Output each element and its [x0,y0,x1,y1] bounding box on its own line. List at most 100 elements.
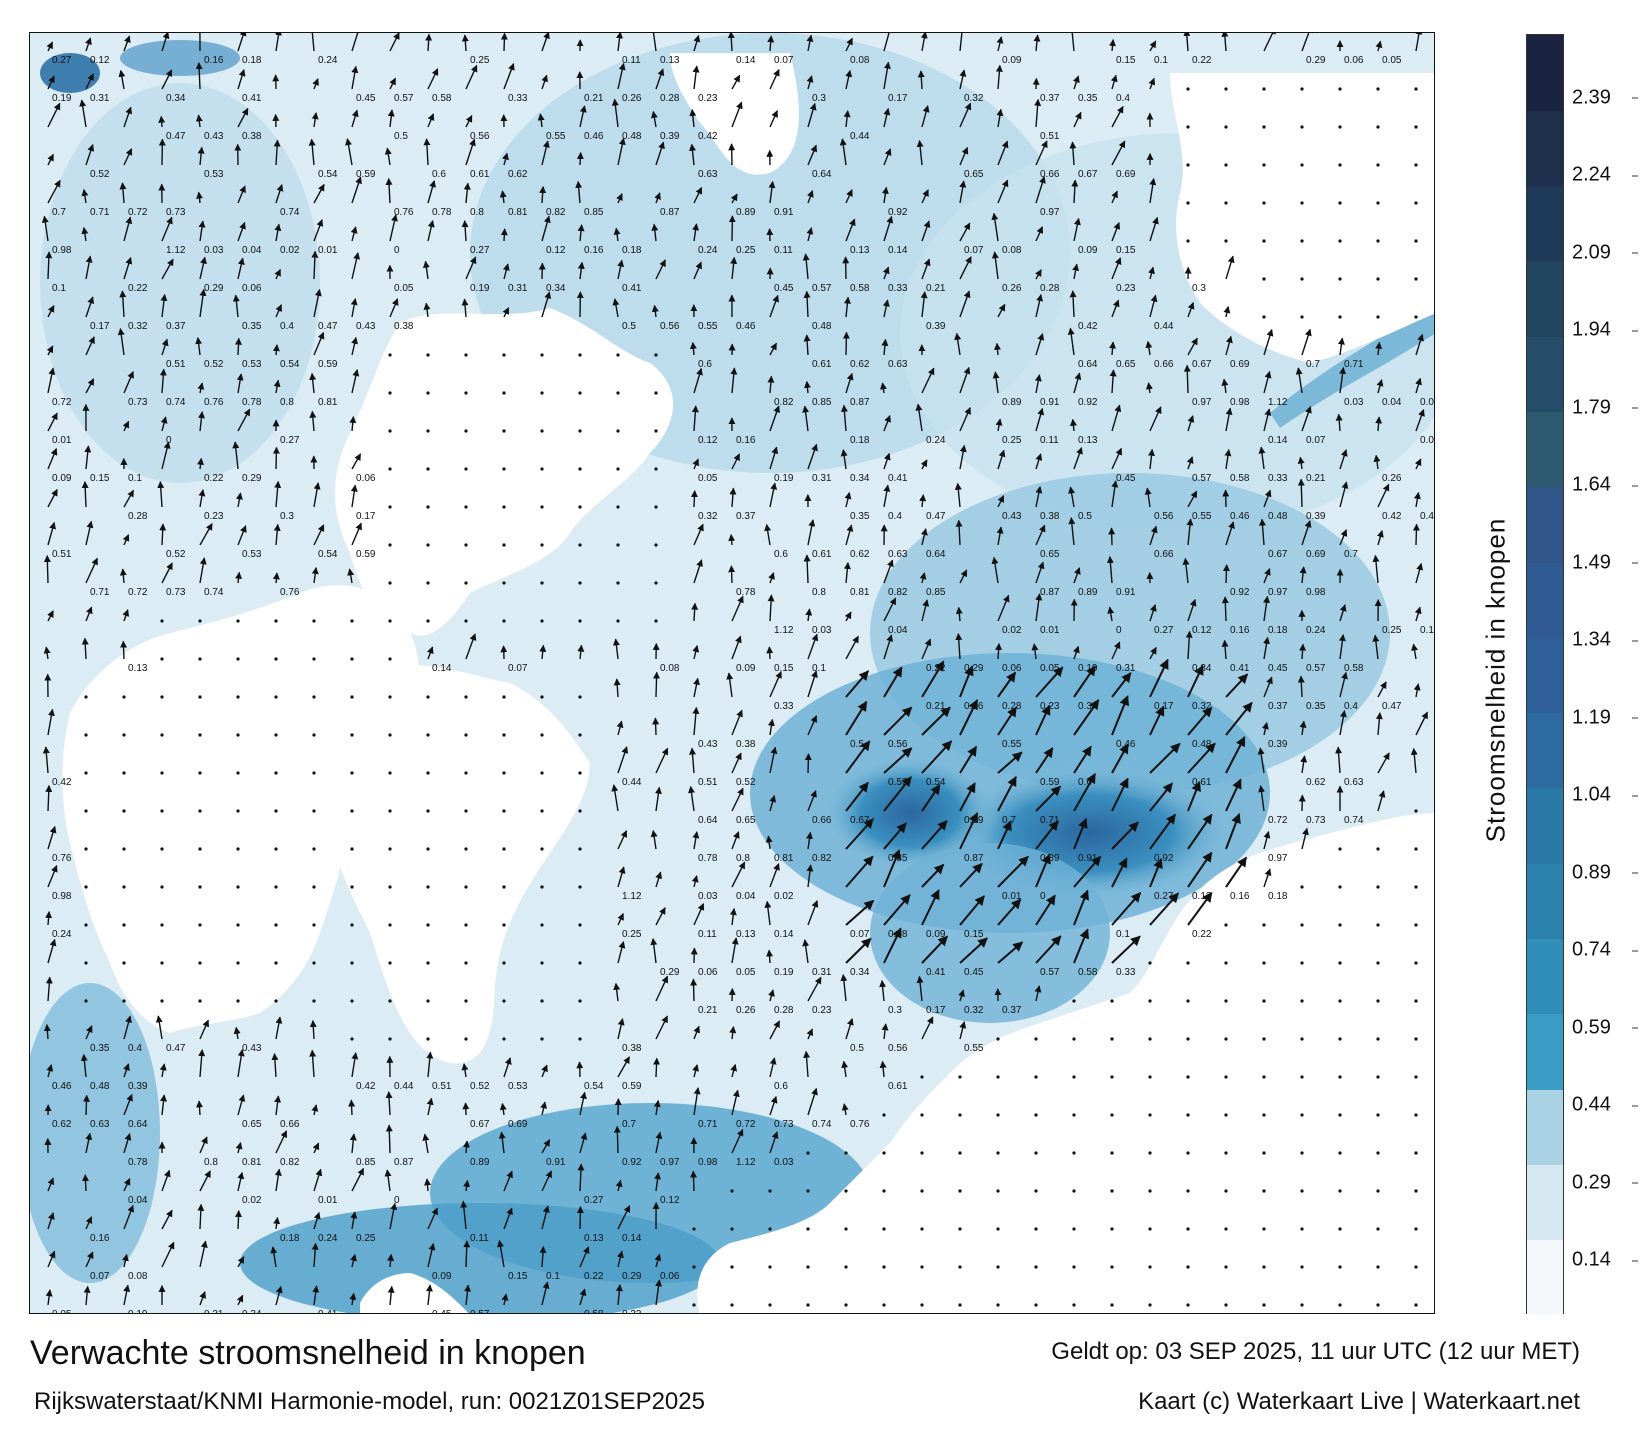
flow-arrow [1149,782,1173,812]
flow-arrow [349,1292,357,1306]
speed-label: 0.19 [52,93,72,104]
flow-arrow [274,1168,282,1192]
grid-dot [464,353,468,357]
flow-arrow [577,224,585,242]
grid-dot [1186,1075,1190,1079]
grid-dot [464,391,468,395]
speed-label: 0.37 [1002,1005,1022,1016]
flow-arrow [959,782,976,812]
flow-arrow [959,366,971,394]
flow-arrow [541,1139,551,1154]
flow-arrow [309,1049,317,1078]
flow-arrow [461,34,469,52]
flow-arrow [803,1050,811,1078]
grid-dot [654,467,658,471]
grid-dot [160,923,164,927]
grid-dot [274,961,278,965]
speed-label: 0.39 [1268,739,1288,750]
flow-arrow [731,752,742,774]
speed-label: 0.57 [394,93,414,104]
grid-dot [502,809,506,813]
grid-dot [844,1265,848,1269]
speed-label: 0.09 [432,1271,452,1282]
flow-arrow [883,61,891,90]
speed-label: 0.18 [850,435,870,446]
flow-arrow [767,594,775,622]
flow-arrow [351,522,362,546]
speed-label: 0.55 [964,1043,984,1054]
speed-label: 0.58 [1344,663,1364,674]
grid-dot [1338,125,1342,129]
flow-arrow [807,790,817,812]
land-norway [335,308,674,636]
flow-arrow [120,640,128,660]
flow-arrow [693,523,704,546]
flow-arrow [730,1063,738,1078]
grid-dot [1300,1189,1304,1193]
flow-arrow [769,68,780,90]
grid-dot [1414,239,1418,243]
grid-dot [616,619,620,623]
flow-arrow [764,900,772,926]
grid-dot [540,467,544,471]
flow-arrow [921,189,929,204]
flow-arrow [807,102,817,128]
speed-label: 0.34 [850,473,870,484]
grid-dot [122,809,126,813]
grid-dot [1338,1113,1342,1117]
flow-arrow [843,110,851,128]
flow-arrow [576,1206,584,1230]
speed-label: 0.05 [736,967,756,978]
grid-dot [426,847,430,851]
grid-dot [350,695,354,699]
grid-dot [540,961,544,965]
grid-dot [236,657,240,661]
speed-label: 0.15 [774,663,794,674]
flow-arrow [769,1095,778,1116]
grid-dot [388,847,392,851]
speed-label: 0.41 [888,473,908,484]
speed-label: 0.31 [1116,663,1136,674]
grid-dot [806,1265,810,1269]
flow-arrow [995,64,1003,90]
grid-dot [616,467,620,471]
speed-label: 0.59 [622,1081,642,1092]
speed-label: 0.51 [432,1081,452,1092]
grid-dot [122,847,126,851]
flow-arrow [1187,742,1216,774]
grid-dot [1376,1151,1380,1155]
speed-label: 0.98 [1230,397,1250,408]
flow-arrow [1187,664,1204,698]
grid-dot [1414,885,1418,889]
grid-dot [1186,201,1190,205]
speed-label: 0.71 [1040,815,1060,826]
flow-arrow [199,1291,206,1306]
flow-arrow [347,568,355,584]
flow-arrow [237,525,247,546]
flow-arrow [845,700,868,736]
grid-dot [426,695,430,699]
flow-arrow [501,1293,509,1306]
grid-dot [1262,1189,1266,1193]
flow-arrow [425,1284,433,1306]
speed-label: 0.39 [926,321,946,332]
grid-dot [1338,1151,1342,1155]
colorbar-segment [1527,336,1563,412]
flow-arrow [841,1060,849,1078]
speed-label: 0.61 [1192,777,1212,788]
flow-arrow [731,101,743,128]
grid-dot [768,1265,772,1269]
grid-dot [540,353,544,357]
flow-arrow [959,569,968,584]
flow-arrow [807,715,818,736]
flow-arrow [921,820,948,850]
speed-label: 0.27 [52,55,72,66]
flow-arrow [997,855,1029,888]
flow-arrow [879,980,887,1002]
flow-arrow [47,447,58,470]
speed-label: 0.07 [774,55,794,66]
speed-label: 0.78 [736,587,756,598]
flow-arrow [1263,370,1272,394]
flow-arrow [845,218,856,242]
speed-label: 0.16 [1230,891,1250,902]
